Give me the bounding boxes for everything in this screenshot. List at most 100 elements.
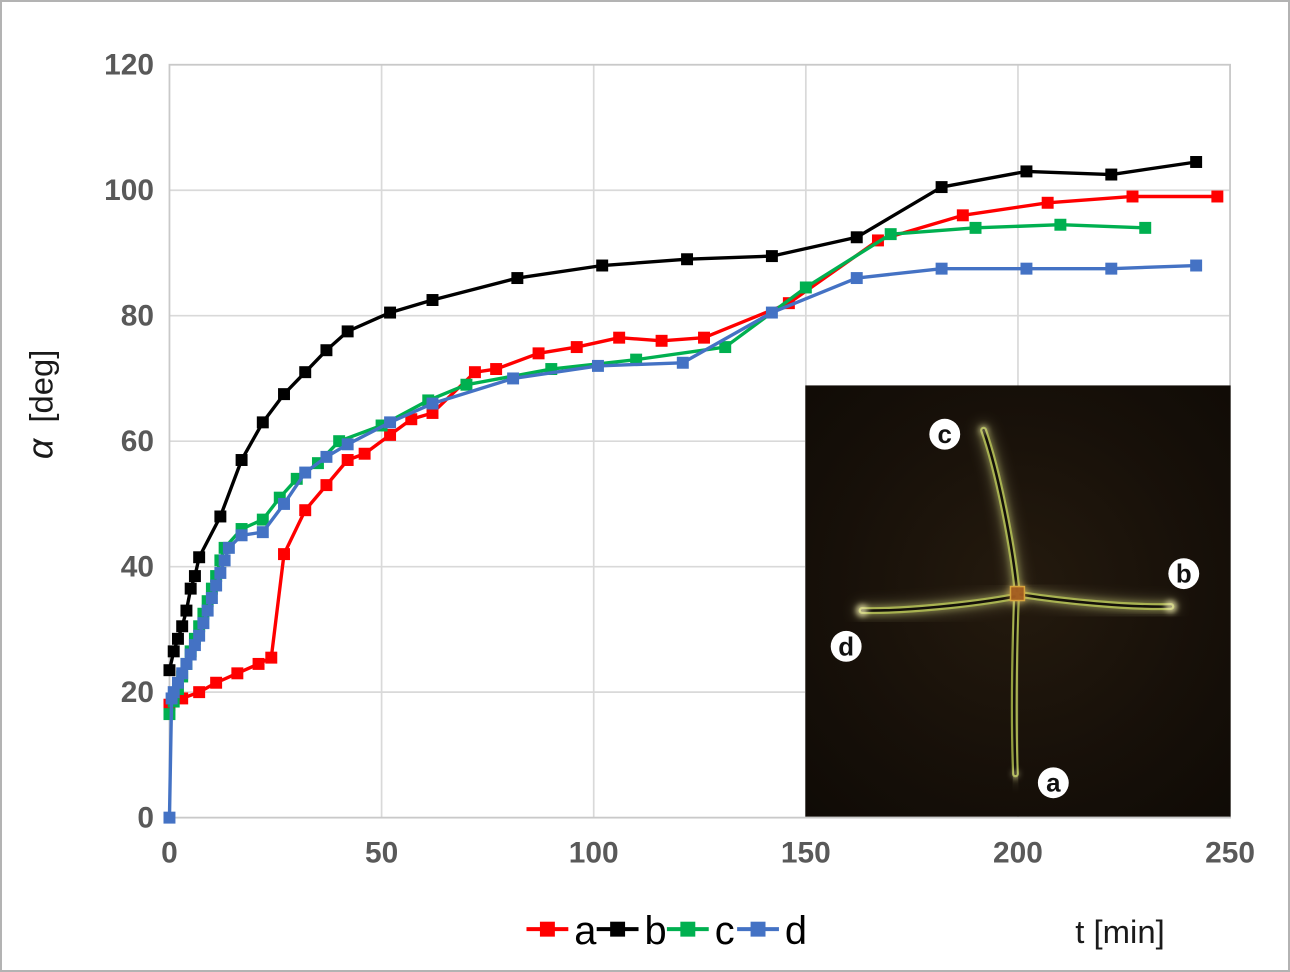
series-b-marker <box>320 344 333 357</box>
inset-label-circle <box>929 418 961 450</box>
series-d-marker <box>197 617 210 630</box>
series-b-marker <box>765 250 778 263</box>
series-c-marker <box>290 472 303 485</box>
inset-fiber-end-glow <box>1164 600 1177 613</box>
y-tick-label-80: 80 <box>121 300 154 333</box>
series-a-marker <box>176 692 189 705</box>
inset-label-a: a <box>1037 767 1069 799</box>
legend-label-d: d <box>785 909 807 953</box>
inset-label-letter: c <box>938 421 952 449</box>
series-b-marker <box>171 632 184 645</box>
y-tick-label-0: 0 <box>137 802 154 835</box>
series-a-marker <box>265 651 278 664</box>
series-d-markers <box>163 259 1203 824</box>
legend-marker-square <box>610 921 626 937</box>
series-a-marker <box>613 331 626 344</box>
series-b-marker <box>596 259 609 272</box>
x-tick-label-50: 50 <box>365 836 398 869</box>
series-a-marker <box>384 428 397 441</box>
series-b-marker <box>384 306 397 319</box>
series-c-marker <box>884 228 897 241</box>
series-a-marker <box>1041 196 1054 209</box>
series-d-marker <box>320 450 333 463</box>
series-b-marker <box>681 253 694 266</box>
series-c-marker <box>969 221 982 234</box>
series-d-marker <box>1105 262 1118 275</box>
series-c-marker <box>719 341 732 354</box>
series-c-marker <box>235 523 248 535</box>
y-axis-unit: [deg] <box>22 350 59 423</box>
series-b-marker <box>426 294 439 306</box>
series-a-marker <box>426 406 439 419</box>
inset-label-letter: b <box>1176 561 1192 589</box>
x-tick-label-100: 100 <box>569 836 619 869</box>
series-a-marker <box>532 347 545 360</box>
axis-tick-labels: 0 50 100 150 200 250 0 20 40 60 80 100 120 <box>104 49 1255 870</box>
series-a-marker <box>570 341 583 354</box>
series-a-marker <box>231 667 244 680</box>
series-c-marker <box>333 435 346 448</box>
series-a-marker <box>490 363 503 376</box>
series-a-marker <box>782 297 795 310</box>
inset-label-circle <box>830 630 862 662</box>
inset-label-b: b <box>1168 558 1200 590</box>
series-a-marker <box>358 447 371 460</box>
series-c-marker <box>799 281 812 294</box>
inset-cross-arm-d <box>853 588 1023 620</box>
series-b-marker <box>278 388 290 401</box>
series-a-marker <box>655 334 668 347</box>
y-tick-label-60: 60 <box>121 425 154 458</box>
series-a-marker <box>299 504 312 517</box>
x-tick-label-0: 0 <box>161 836 178 869</box>
series-b-marker <box>341 325 354 338</box>
inset-center-square <box>1009 585 1026 602</box>
series-d-marker <box>384 416 397 429</box>
inset-fiber-end-glow <box>856 604 869 617</box>
series-d-marker <box>188 639 201 652</box>
inset-label-circle <box>1168 558 1200 590</box>
series-c-marker <box>163 708 176 721</box>
legend-marker-square <box>539 921 555 937</box>
series-d-marker <box>184 648 197 661</box>
legend-label-c: c <box>715 909 735 953</box>
series-d-marker <box>935 262 948 275</box>
legend-label-a: a <box>574 909 597 953</box>
y-tick-label-120: 120 <box>104 49 154 82</box>
inset-label-c: c <box>929 418 961 450</box>
series-d-marker <box>171 676 184 689</box>
x-tick-label-250: 250 <box>1205 836 1255 869</box>
series-b-marker <box>193 551 206 564</box>
series-c-marker <box>460 378 473 391</box>
series-d-marker <box>591 359 604 372</box>
series-b-marker <box>935 181 948 194</box>
inset-cross-arm-c <box>975 421 1026 605</box>
legend-item-d: d <box>737 909 807 953</box>
series-c-marker <box>256 513 269 526</box>
legend-marker-square <box>680 921 696 937</box>
series-c-marker <box>545 363 558 376</box>
inset-label-circle <box>1037 767 1069 799</box>
series-d-marker <box>235 529 248 542</box>
series-d-marker <box>218 554 231 567</box>
series-d-marker <box>210 579 223 592</box>
series-c-marker <box>1139 221 1152 234</box>
series-d-marker <box>765 306 778 319</box>
inset-fiber-end-glow <box>979 426 988 435</box>
x-tick-label-200: 200 <box>993 836 1043 869</box>
series-a-marker <box>193 686 206 699</box>
legend-item-b: b <box>596 909 667 953</box>
series-b-marker <box>256 416 269 429</box>
series-d-marker <box>163 811 176 824</box>
series-d-marker <box>507 372 520 385</box>
legend-item-a: a <box>526 909 597 953</box>
series-d-marker <box>341 438 354 451</box>
series-b-marker <box>184 582 197 595</box>
series-d-marker <box>256 526 269 539</box>
series-d-marker <box>1190 259 1203 272</box>
series-d-marker <box>426 397 439 410</box>
series-b-marker <box>167 645 180 658</box>
series-d-marker <box>676 356 689 369</box>
legend-item-c: c <box>666 909 735 953</box>
